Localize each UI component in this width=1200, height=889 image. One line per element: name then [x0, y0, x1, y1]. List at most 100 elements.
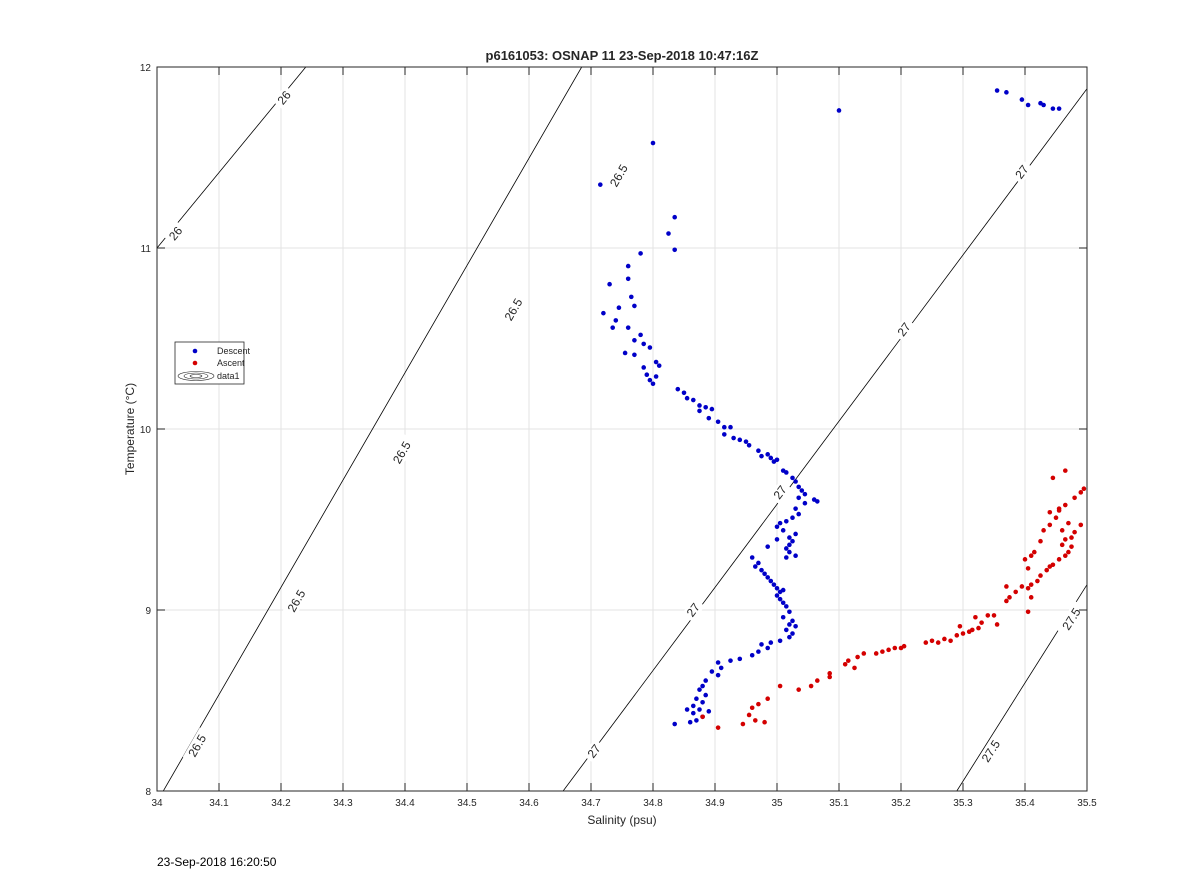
ascent-point — [1022, 557, 1028, 562]
descent-point — [731, 435, 736, 441]
ascent-point — [1069, 544, 1074, 549]
descent-point — [784, 546, 789, 551]
ascent-point — [827, 674, 832, 680]
x-tick-label: 34.8 — [643, 798, 663, 809]
ascent-point — [700, 714, 705, 720]
contour-label-27: 27 — [582, 738, 606, 764]
descent-point — [777, 589, 783, 595]
ascent-point — [1025, 585, 1031, 591]
ascent-point — [957, 623, 963, 629]
descent-point — [697, 408, 702, 414]
descent-point — [749, 652, 755, 658]
contour-label-26: 26 — [163, 221, 188, 246]
x-tick-label: 34 — [151, 798, 163, 809]
descent-point — [706, 709, 712, 714]
ascent-point — [808, 683, 814, 689]
descent-point — [793, 479, 798, 484]
descent-point — [684, 707, 690, 712]
ascent-point — [1053, 515, 1059, 520]
ascent-point — [756, 701, 761, 707]
ascent-point — [861, 651, 867, 656]
descent-point — [641, 365, 646, 370]
ascent-point — [976, 625, 981, 631]
descent-point — [784, 627, 789, 633]
descent-point — [802, 500, 808, 506]
ascent-point — [715, 725, 721, 730]
ascent-point — [1025, 566, 1031, 571]
ascent-point — [1047, 509, 1053, 515]
legend-marker-ascent — [192, 360, 198, 366]
ascent-point — [1044, 567, 1049, 573]
ascent-point — [1056, 557, 1062, 562]
ascent-point — [1038, 538, 1043, 544]
descent-point — [656, 363, 662, 368]
ascent-point — [970, 627, 975, 633]
descent-point — [784, 470, 789, 475]
descent-point — [994, 88, 1000, 93]
descent-point — [629, 294, 634, 300]
descent-point — [653, 374, 659, 379]
chart-title: p6161053: OSNAP 11 23-Sep-2018 10:47:16Z — [486, 48, 759, 63]
descent-point — [762, 571, 767, 577]
contour-label-27: 27 — [681, 597, 705, 623]
ascent-point — [973, 614, 978, 620]
descent-point — [728, 658, 733, 663]
descent-point — [765, 452, 770, 457]
descent-point — [703, 404, 708, 410]
footer-timestamp: 23-Sep-2018 16:20:50 — [157, 855, 277, 869]
y-tick-label: 9 — [145, 606, 151, 617]
descent-point — [774, 585, 780, 591]
descent-point — [728, 424, 733, 430]
ascent-point — [1063, 537, 1068, 542]
descent-point — [777, 520, 783, 526]
density-contour-26.5 — [162, 67, 583, 791]
descent-point — [759, 453, 764, 459]
descent-point — [836, 108, 842, 113]
descent-point — [1004, 90, 1009, 95]
descent-point — [687, 719, 693, 725]
x-tick-label: 34.3 — [333, 798, 353, 809]
ascent-point — [1072, 495, 1077, 501]
ascent-point — [1078, 490, 1084, 495]
ascent-point — [1019, 584, 1025, 589]
descent-point — [768, 578, 774, 584]
data-series — [598, 88, 1087, 730]
descent-point — [718, 665, 724, 671]
ascent-point — [842, 662, 848, 667]
ascent-point — [796, 687, 801, 692]
legend-label-descent: Descent — [217, 346, 251, 356]
ascent-point — [1032, 549, 1037, 555]
descent-point — [753, 564, 758, 569]
descent-point — [784, 519, 789, 524]
x-tick-label: 34.9 — [705, 798, 725, 809]
descent-point — [610, 325, 615, 330]
y-tick-label: 11 — [141, 244, 152, 255]
descent-point — [787, 542, 792, 548]
descent-point — [697, 687, 702, 692]
ascent-point — [1035, 578, 1040, 584]
ascent-point — [765, 696, 770, 701]
legend: Descent Ascent data1 — [174, 341, 251, 385]
legend-label-data1: data1 — [217, 371, 240, 381]
descent-point — [790, 631, 795, 636]
ascent-point — [880, 649, 885, 654]
x-tick-label: 34.2 — [271, 798, 291, 809]
descent-point — [638, 332, 643, 338]
descent-point — [598, 182, 603, 187]
descent-point — [681, 390, 687, 396]
descent-point — [644, 372, 650, 378]
ascent-point — [1066, 520, 1071, 526]
y-tick-label: 8 — [145, 787, 151, 798]
descent-point — [790, 618, 795, 624]
descent-point — [1056, 106, 1062, 111]
legend-box — [174, 341, 245, 385]
descent-point — [709, 669, 715, 674]
ascent-point — [749, 705, 755, 711]
descent-point — [793, 531, 798, 537]
descent-point — [700, 700, 705, 705]
descent-point — [1050, 106, 1056, 111]
descent-point — [691, 397, 696, 403]
descent-point — [799, 488, 805, 493]
legend-label-ascent: Ascent — [217, 358, 245, 368]
ascent-point — [1013, 589, 1018, 595]
